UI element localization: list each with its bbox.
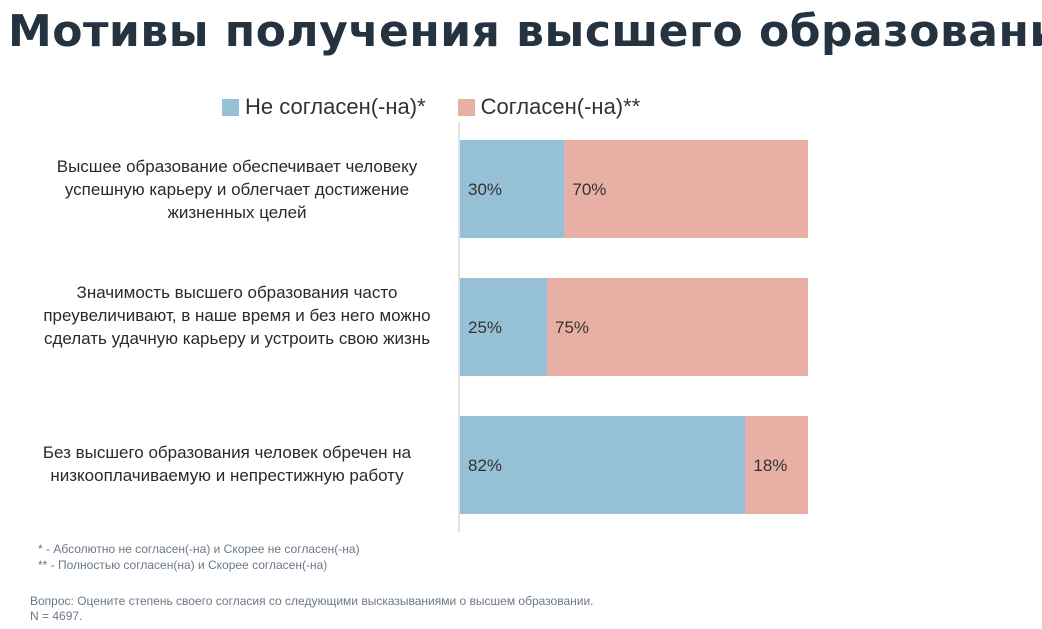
question-text: Вопрос: Оцените степень своего согласия … — [30, 594, 594, 608]
legend-swatch-disagree — [222, 98, 239, 116]
bar-agree-3 — [745, 416, 808, 514]
legend-label-agree: Согласен(-на)** — [480, 94, 641, 119]
legend-item-disagree: Не согласен(-на)* — [222, 94, 426, 120]
chart-legend: Не согласен(-на)* Согласен(-на)** — [222, 94, 672, 120]
page-title: Мотивы получения высшего образования — [8, 6, 1042, 57]
category-label-2: Значимость высшего образования часто пре… — [43, 283, 431, 348]
legend-swatch-agree — [457, 98, 475, 116]
data-label-agree-3: 18% — [753, 456, 787, 475]
data-label-disagree-3: 82% — [468, 456, 502, 475]
footnote-agree: ** - Полностью согласен(на) и Скорее сог… — [38, 558, 328, 572]
bar-agree-2 — [547, 278, 808, 376]
footnote-disagree: * - Абсолютно не согласен(-на) и Скорее … — [38, 542, 360, 556]
data-label-agree-2: 75% — [555, 318, 589, 337]
legend-label-disagree: Не согласен(-на)* — [245, 94, 426, 119]
bar-agree-1 — [564, 140, 808, 238]
bar-disagree-2 — [460, 278, 547, 376]
category-label-3: Без высшего образования человек обречен … — [42, 443, 412, 485]
bar-disagree-3 — [460, 416, 746, 514]
data-label-disagree-2: 25% — [468, 318, 502, 337]
data-label-agree-1: 70% — [572, 180, 606, 199]
question-note: Вопрос: Оцените степень своего согласия … — [30, 594, 594, 624]
data-label-disagree-1: 30% — [468, 180, 502, 199]
sample-size: N = 4697. — [30, 609, 83, 623]
legend-item-agree: Согласен(-на)** — [457, 94, 641, 120]
footnotes: * - Абсолютно не согласен(-на) и Скорее … — [38, 541, 360, 573]
category-label-1: Высшее образование обеспечивает человеку… — [56, 157, 418, 222]
bar-disagree-1 — [460, 140, 565, 238]
